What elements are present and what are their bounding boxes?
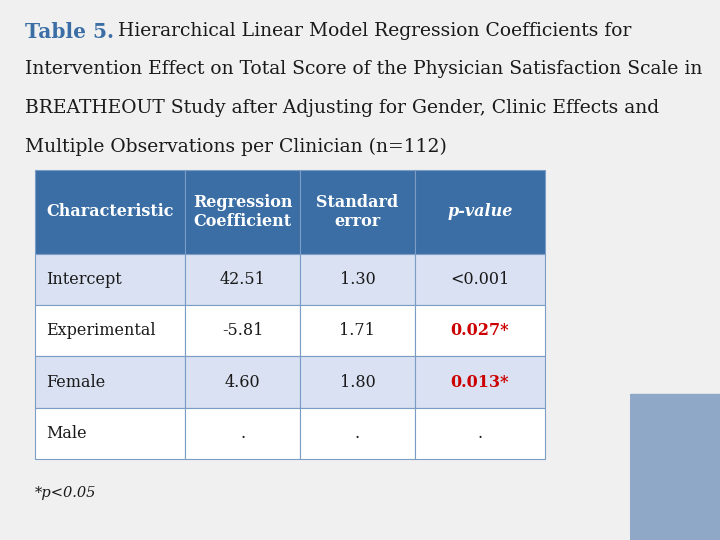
Text: Female: Female bbox=[46, 374, 105, 390]
Text: Experimental: Experimental bbox=[46, 322, 156, 339]
Text: Male: Male bbox=[46, 425, 86, 442]
Text: 1.30: 1.30 bbox=[340, 271, 375, 288]
Text: 4.60: 4.60 bbox=[225, 374, 261, 390]
Bar bbox=[35, 170, 185, 254]
Bar bbox=[185, 170, 300, 254]
Bar bbox=[35, 254, 185, 305]
Text: Intercept: Intercept bbox=[46, 271, 122, 288]
Text: Regression
Coefficient: Regression Coefficient bbox=[193, 194, 292, 230]
Bar bbox=[300, 254, 415, 305]
Text: Hierarchical Linear Model Regression Coefficients for: Hierarchical Linear Model Regression Coe… bbox=[112, 22, 631, 39]
Text: *p<0.05: *p<0.05 bbox=[35, 486, 96, 500]
Bar bbox=[300, 356, 415, 408]
Text: Table 5.: Table 5. bbox=[25, 22, 114, 42]
Text: 42.51: 42.51 bbox=[220, 271, 266, 288]
Text: 0.027*: 0.027* bbox=[451, 322, 509, 339]
Text: Characteristic: Characteristic bbox=[46, 204, 174, 220]
Bar bbox=[415, 356, 545, 408]
Bar bbox=[185, 254, 300, 305]
Bar bbox=[35, 356, 185, 408]
Text: .: . bbox=[477, 425, 482, 442]
Text: .: . bbox=[240, 425, 245, 442]
Bar bbox=[630, 394, 720, 540]
Text: 1.80: 1.80 bbox=[340, 374, 375, 390]
Text: 0.013*: 0.013* bbox=[451, 374, 509, 390]
Bar bbox=[185, 305, 300, 356]
Bar bbox=[415, 254, 545, 305]
Bar bbox=[300, 170, 415, 254]
Bar bbox=[415, 170, 545, 254]
Text: Intervention Effect on Total Score of the Physician Satisfaction Scale in: Intervention Effect on Total Score of th… bbox=[25, 60, 703, 78]
Text: 1.71: 1.71 bbox=[339, 322, 375, 339]
Text: BREATHEOUT Study after Adjusting for Gender, Clinic Effects and: BREATHEOUT Study after Adjusting for Gen… bbox=[25, 99, 660, 117]
Text: .: . bbox=[355, 425, 360, 442]
Bar bbox=[185, 408, 300, 459]
Bar bbox=[415, 408, 545, 459]
Text: Standard
error: Standard error bbox=[316, 194, 399, 230]
Text: Multiple Observations per Clinician (n=112): Multiple Observations per Clinician (n=1… bbox=[25, 138, 447, 157]
Text: p-value: p-value bbox=[447, 204, 513, 220]
Bar bbox=[415, 305, 545, 356]
Bar bbox=[300, 305, 415, 356]
Bar bbox=[185, 356, 300, 408]
Text: <0.001: <0.001 bbox=[450, 271, 510, 288]
Bar bbox=[35, 408, 185, 459]
Bar bbox=[35, 305, 185, 356]
Text: -5.81: -5.81 bbox=[222, 322, 264, 339]
Bar bbox=[300, 408, 415, 459]
